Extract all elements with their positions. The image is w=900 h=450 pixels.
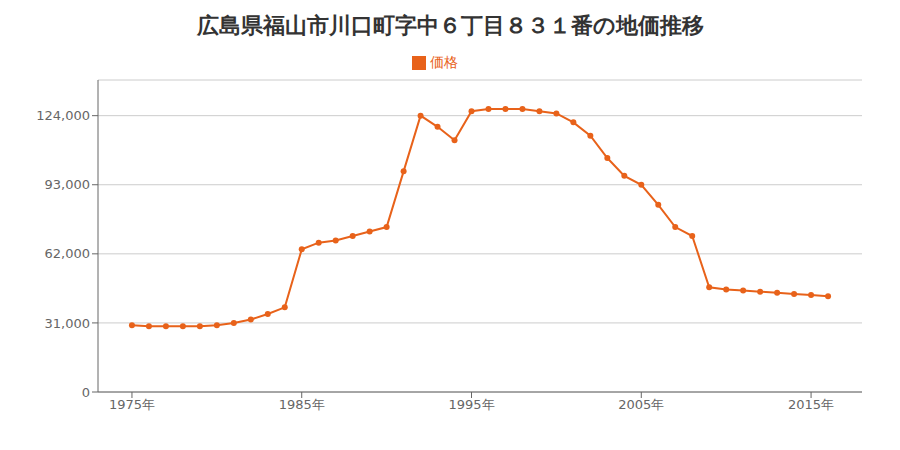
svg-text:2005年: 2005年 <box>618 397 664 412</box>
svg-text:62,000: 62,000 <box>45 246 91 261</box>
svg-text:1975年: 1975年 <box>109 397 155 412</box>
svg-text:124,000: 124,000 <box>36 108 90 123</box>
html-text:広島県福山市川口町字中６丁目８３１番の地価推移: 広島県福山市川口町字中６丁目８３１番の地価推移 <box>196 13 704 38</box>
svg-text:93,000: 93,000 <box>45 177 91 192</box>
svg-text:1985年: 1985年 <box>279 397 325 412</box>
html-text:価格: 価格 <box>430 54 458 70</box>
svg-text:0: 0 <box>82 385 90 400</box>
svg-text:1995年: 1995年 <box>448 397 494 412</box>
svg-text:31,000: 31,000 <box>45 316 91 331</box>
svg-text:2015年: 2015年 <box>788 397 834 412</box>
